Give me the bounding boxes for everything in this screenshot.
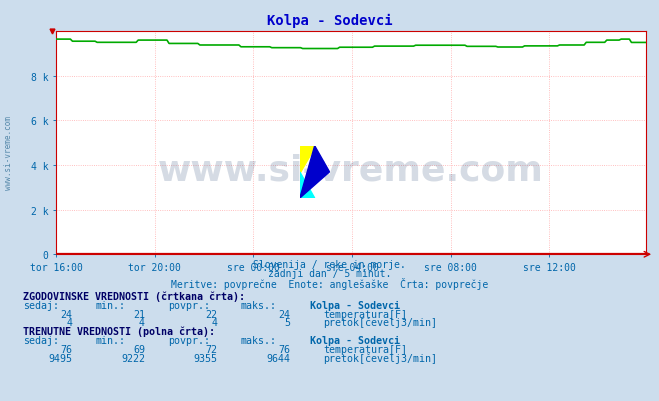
Text: Kolpa - Sodevci: Kolpa - Sodevci — [267, 14, 392, 28]
Text: Kolpa - Sodevci: Kolpa - Sodevci — [310, 300, 400, 310]
Text: pretok[čevelj3/min]: pretok[čevelj3/min] — [323, 317, 437, 327]
Text: 24: 24 — [278, 309, 290, 319]
Text: 9355: 9355 — [194, 353, 217, 363]
Text: 72: 72 — [206, 344, 217, 354]
Text: ZGODOVINSKE VREDNOSTI (črtkana črta):: ZGODOVINSKE VREDNOSTI (črtkana črta): — [23, 291, 245, 301]
Polygon shape — [300, 172, 315, 198]
Text: www.si-vreme.com: www.si-vreme.com — [158, 153, 544, 187]
Text: Slovenija / reke in morje.: Slovenija / reke in morje. — [253, 260, 406, 270]
Text: 9222: 9222 — [121, 353, 145, 363]
Text: maks.:: maks.: — [241, 300, 277, 310]
Text: temperatura[F]: temperatura[F] — [323, 344, 407, 354]
Text: 21: 21 — [133, 309, 145, 319]
Polygon shape — [300, 146, 315, 172]
Text: www.si-vreme.com: www.si-vreme.com — [4, 115, 13, 189]
Text: Kolpa - Sodevci: Kolpa - Sodevci — [310, 335, 400, 345]
Text: 4: 4 — [139, 317, 145, 327]
Text: 4: 4 — [67, 317, 72, 327]
Text: 9495: 9495 — [49, 353, 72, 363]
Text: pretok[čevelj3/min]: pretok[čevelj3/min] — [323, 353, 437, 363]
Text: 9644: 9644 — [266, 353, 290, 363]
Text: sedaj:: sedaj: — [23, 335, 59, 345]
Text: povpr.:: povpr.: — [168, 335, 210, 345]
Text: 76: 76 — [61, 344, 72, 354]
Text: TRENUTNE VREDNOSTI (polna črta):: TRENUTNE VREDNOSTI (polna črta): — [23, 326, 215, 336]
Text: Meritve: povprečne  Enote: anglešaške  Črta: povprečje: Meritve: povprečne Enote: anglešaške Črt… — [171, 277, 488, 290]
Text: sedaj:: sedaj: — [23, 300, 59, 310]
Text: zadnji dan / 5 minut.: zadnji dan / 5 minut. — [268, 269, 391, 279]
Text: 22: 22 — [206, 309, 217, 319]
Text: min.:: min.: — [96, 335, 126, 345]
Text: 76: 76 — [278, 344, 290, 354]
Text: temperatura[F]: temperatura[F] — [323, 309, 407, 319]
Polygon shape — [300, 146, 330, 198]
Text: povpr.:: povpr.: — [168, 300, 210, 310]
Text: 24: 24 — [61, 309, 72, 319]
Text: maks.:: maks.: — [241, 335, 277, 345]
Text: 4: 4 — [212, 317, 217, 327]
Text: 69: 69 — [133, 344, 145, 354]
Text: min.:: min.: — [96, 300, 126, 310]
Text: 5: 5 — [284, 317, 290, 327]
